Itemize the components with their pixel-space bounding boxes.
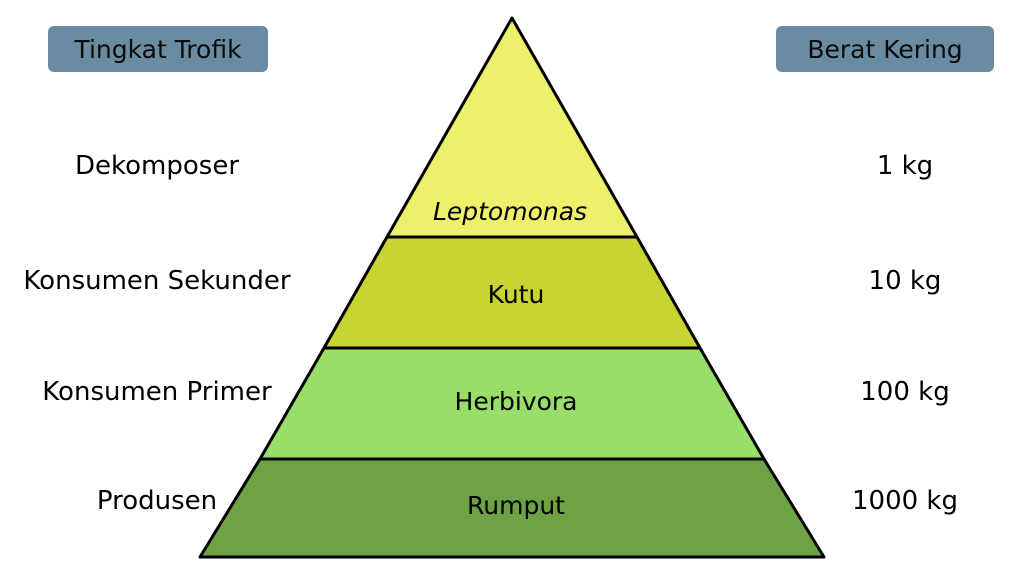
weight-label-decomposer: 1 kg: [876, 151, 934, 181]
organism-label-herbivora: Herbivora: [455, 387, 578, 416]
organism-label-rumput: Rumput: [467, 491, 565, 520]
organism-label-kutu: Kutu: [488, 280, 545, 309]
weight-label-primary-consumer: 100 kg: [860, 377, 950, 407]
weight-label-producer: 1000 kg: [852, 486, 958, 516]
trophic-label-primary-consumer: Konsumen Primer: [42, 377, 272, 407]
trophic-label-producer: Produsen: [96, 486, 218, 516]
trophic-label-decomposer: Dekomposer: [74, 151, 240, 181]
pyramid-tier-producer: [198, 457, 826, 559]
trophic-label-secondary-consumer: Konsumen Sekunder: [23, 266, 291, 296]
trophic-level-header: Tingkat Trofik: [48, 26, 268, 72]
organism-label-leptomonas: Leptomonas: [433, 197, 587, 226]
dry-weight-header: Berat Kering: [776, 26, 994, 72]
weight-label-secondary-consumer: 10 kg: [868, 266, 942, 296]
